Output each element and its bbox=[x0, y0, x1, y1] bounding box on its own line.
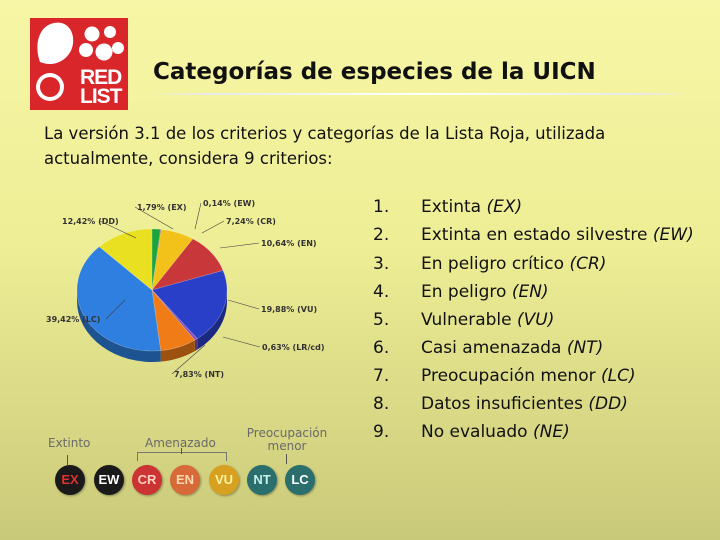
pie-slice bbox=[151, 289, 198, 341]
red-list-pawprint-graphic bbox=[30, 18, 128, 110]
pie-slice-label: 7,83% (NT) bbox=[174, 370, 224, 379]
pie-leader-line bbox=[222, 336, 261, 348]
legend-group-least-concern: Preocupación menor bbox=[246, 426, 328, 453]
category-list: 1. Extinta (EX) 2. Extinta en estado silve… bbox=[373, 195, 703, 448]
logo-word-list: LIST bbox=[80, 85, 122, 108]
category-pie-chart: 1,79% (EX) 0,14% (EW) 7,24% (CR) 10,64% (EN… bbox=[40, 190, 340, 400]
pie-slice-label: 7,24% (CR) bbox=[226, 217, 276, 226]
pie-slice-label: 10,64% (EN) bbox=[261, 239, 317, 248]
list-item-number: 6. bbox=[373, 338, 390, 358]
pie-slice bbox=[151, 270, 228, 340]
list-item: 5. Vulnerable (VU) bbox=[373, 308, 703, 332]
list-item: 2. Extinta en estado silvestre (EW) bbox=[373, 223, 703, 247]
list-item-code: (DD) bbox=[588, 394, 628, 414]
list-item-text: No evaluado bbox=[421, 422, 533, 442]
pie-slice bbox=[151, 238, 224, 291]
intro-paragraph: La versión 3.1 de los criterios y catego… bbox=[44, 124, 606, 168]
legend-badge-cr: CR bbox=[132, 465, 162, 495]
category-legend: Extinto Amenazado Preocupación menor EX E… bbox=[40, 425, 340, 500]
list-item-number: 1. bbox=[373, 197, 390, 217]
list-item: 3. En peligro crítico (CR) bbox=[373, 252, 703, 276]
list-item-number: 7. bbox=[373, 366, 390, 386]
list-item-code: (EN) bbox=[511, 282, 549, 302]
list-item-text: Casi amenazada bbox=[421, 338, 567, 358]
pie-slice-label: 1,79% (EX) bbox=[137, 203, 186, 212]
list-item-text: Datos insuficientes bbox=[421, 394, 589, 414]
pie-leader-line bbox=[105, 299, 126, 320]
pie-slice-side bbox=[194, 338, 198, 352]
list-item-text: Extinta en estado silvestre bbox=[421, 225, 653, 245]
list-item-number: 5. bbox=[373, 310, 390, 330]
list-item: 9. No evaluado (NE) bbox=[373, 420, 703, 444]
pie-slice-side bbox=[197, 290, 227, 350]
pie-leader-line bbox=[194, 202, 202, 230]
list-item-code: (EX) bbox=[486, 197, 523, 217]
list-item-text: Extinta bbox=[421, 197, 487, 217]
pie-slice bbox=[151, 229, 194, 292]
legend-bracket-threatened bbox=[137, 452, 227, 461]
list-item: 6. Casi amenazada (NT) bbox=[373, 336, 703, 360]
list-item: 7. Preocupación menor (LC) bbox=[373, 364, 703, 388]
legend-badge-nt: NT bbox=[247, 465, 277, 495]
pie-slice-label: 0,14% (EW) bbox=[203, 199, 255, 208]
logo-wordmark: RED LIST bbox=[80, 66, 122, 108]
page-title: Categorías de especies de la UICN bbox=[153, 59, 596, 85]
pie-slice-side bbox=[160, 340, 195, 362]
list-item: 8. Datos insuficientes (DD) bbox=[373, 392, 703, 416]
pie-leader-line bbox=[201, 220, 225, 234]
pie-slice bbox=[76, 246, 162, 352]
legend-badge-ex: EX bbox=[55, 465, 85, 495]
legend-tick-threatened bbox=[181, 448, 182, 454]
list-item-text: En peligro bbox=[421, 282, 512, 302]
pie-leader-line bbox=[227, 299, 260, 310]
list-item-number: 8. bbox=[373, 394, 390, 414]
pie-leader-line bbox=[219, 242, 260, 249]
list-item-code: (NT) bbox=[566, 338, 604, 358]
pie-slice-label: 39,42% (LC) bbox=[46, 315, 100, 324]
list-item-text: En peligro crítico bbox=[421, 254, 570, 274]
list-item-code: (NE) bbox=[532, 422, 570, 442]
legend-badge-vu: VU bbox=[209, 465, 239, 495]
legend-group-extinct: Extinto bbox=[48, 436, 91, 450]
pie-leader-line bbox=[134, 206, 174, 230]
list-item-number: 2. bbox=[373, 225, 390, 245]
list-item-number: 3. bbox=[373, 254, 390, 274]
pie-slice bbox=[151, 228, 161, 291]
list-item-text: Vulnerable bbox=[421, 310, 517, 330]
legend-badge-lc: LC bbox=[285, 465, 315, 495]
iucn-red-list-logo: RED LIST bbox=[30, 18, 128, 110]
pie-leader-line bbox=[99, 220, 137, 239]
pie-slice bbox=[98, 228, 153, 291]
list-item-text: Preocupación menor bbox=[421, 366, 601, 386]
list-item-code: (VU) bbox=[517, 310, 555, 330]
list-item-code: (LC) bbox=[601, 366, 636, 386]
list-item-code: (EW) bbox=[652, 225, 694, 245]
logo-word-red: RED bbox=[80, 66, 122, 89]
pie-slice bbox=[151, 289, 196, 351]
list-item-number: 9. bbox=[373, 422, 390, 442]
list-item-number: 4. bbox=[373, 282, 390, 302]
pie-slice-label: 19,88% (VU) bbox=[261, 305, 317, 314]
legend-group-threatened: Amenazado bbox=[145, 436, 216, 450]
list-item-code: (CR) bbox=[569, 254, 607, 274]
legend-tick-extinct bbox=[67, 455, 68, 465]
pie-slice-label: 0,63% (LR/cd) bbox=[262, 343, 325, 352]
legend-tick-least-concern bbox=[286, 454, 287, 464]
legend-badge-ew: EW bbox=[94, 465, 124, 495]
pie-slice-side bbox=[77, 290, 161, 362]
list-item: 4. En peligro (EN) bbox=[373, 280, 703, 304]
pie-slice-label: 12,42% (DD) bbox=[62, 217, 119, 226]
list-item: 1. Extinta (EX) bbox=[373, 195, 703, 219]
title-underline bbox=[150, 93, 693, 95]
pie-leader-line bbox=[171, 344, 206, 375]
legend-badge-en: EN bbox=[170, 465, 200, 495]
